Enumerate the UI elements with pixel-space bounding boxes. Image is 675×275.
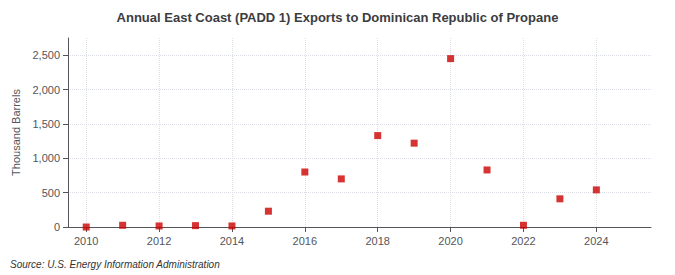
svg-text:0: 0	[54, 221, 60, 233]
svg-text:2010: 2010	[74, 235, 98, 247]
svg-text:2024: 2024	[584, 235, 608, 247]
svg-text:2016: 2016	[293, 235, 317, 247]
svg-text:2018: 2018	[365, 235, 389, 247]
svg-text:Thousand Barrels: Thousand Barrels	[10, 89, 22, 176]
svg-text:2022: 2022	[511, 235, 535, 247]
svg-text:Annual East Coast (PADD 1) Exp: Annual East Coast (PADD 1) Exports to Do…	[117, 10, 559, 25]
svg-text:500: 500	[42, 187, 60, 199]
svg-text:2020: 2020	[438, 235, 462, 247]
svg-text:2,500: 2,500	[32, 49, 60, 61]
svg-text:1,000: 1,000	[32, 152, 60, 164]
svg-text:2,000: 2,000	[32, 84, 60, 96]
svg-text:2012: 2012	[147, 235, 171, 247]
svg-text:2014: 2014	[220, 235, 244, 247]
svg-text:Source: U.S. Energy Informatio: Source: U.S. Energy Information Administ…	[10, 259, 220, 270]
svg-text:1,500: 1,500	[32, 118, 60, 130]
